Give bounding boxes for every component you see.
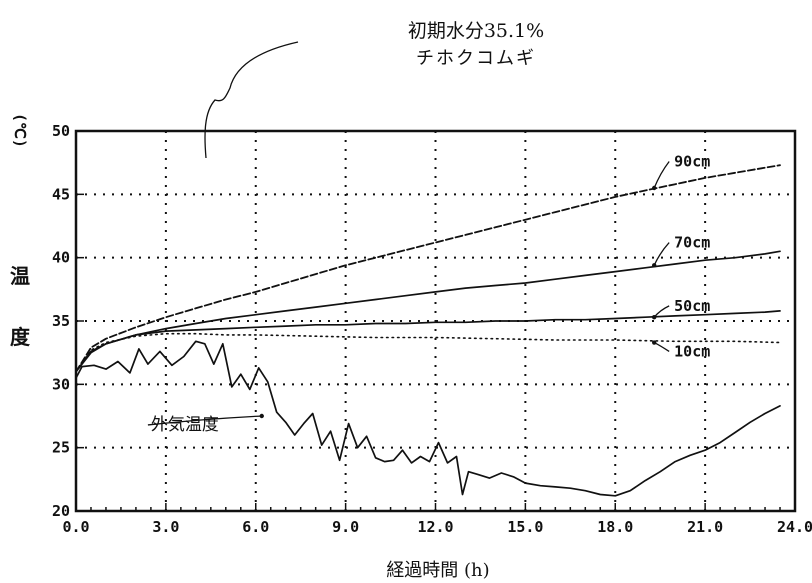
y-tick-label: 30 bbox=[52, 375, 70, 393]
y-tick-label: 25 bbox=[52, 439, 70, 457]
series-label: 外気温度 bbox=[151, 415, 219, 435]
x-tick-label: 21.0 bbox=[687, 518, 723, 536]
y-tick-label: 35 bbox=[52, 312, 70, 330]
annotation-line2: チホクコムギ bbox=[416, 48, 536, 69]
x-axis-label: 経過時間 (h) bbox=[386, 560, 489, 581]
series-labels: 90cm 70cm 50cm 10cm 外気温度 bbox=[147, 152, 710, 435]
x-tick-label: 18.0 bbox=[597, 518, 633, 536]
x-tick-label: 9.0 bbox=[332, 518, 359, 536]
series-line-0 bbox=[75, 164, 781, 373]
y-axis-label-char: 度 bbox=[10, 325, 31, 349]
series-line-2 bbox=[75, 310, 781, 373]
series-label-leader bbox=[147, 415, 262, 426]
series-label-leader bbox=[653, 341, 670, 353]
x-tick-label: 12.0 bbox=[417, 518, 453, 536]
x-tick-label: 6.0 bbox=[242, 518, 269, 536]
series-label-leader bbox=[653, 242, 670, 266]
annotation-line1: 初期水分35.1% bbox=[408, 20, 544, 42]
series-line-1 bbox=[75, 250, 781, 373]
series-label-arrowhead bbox=[651, 315, 657, 320]
series-label-arrowhead bbox=[651, 185, 657, 191]
series-label: 50cm bbox=[674, 297, 710, 315]
series-label: 70cm bbox=[674, 234, 710, 252]
y-axis-label-char: 温 bbox=[10, 264, 30, 288]
y-tick-label: 20 bbox=[52, 502, 70, 520]
axis-ticks: 0.0 3.0 6.0 9.0 12.0 15.0 18.0 21.0 24.0 20 25 30 35… bbox=[52, 122, 812, 536]
series-label-arrowhead bbox=[651, 263, 657, 268]
y-axis-unit: (℃) bbox=[11, 113, 29, 148]
series-label-arrowhead bbox=[259, 413, 264, 419]
series-line-3 bbox=[75, 332, 781, 373]
series-line-4 bbox=[75, 340, 781, 497]
series-label: 90cm bbox=[674, 152, 710, 170]
y-tick-label: 50 bbox=[52, 122, 70, 140]
annotation-leader bbox=[204, 41, 299, 159]
x-tick-label: 0.0 bbox=[62, 518, 89, 536]
grid-lines bbox=[76, 131, 795, 511]
series-label: 10cm bbox=[674, 342, 710, 360]
y-tick-label: 40 bbox=[52, 249, 70, 267]
x-tick-label: 24.0 bbox=[777, 518, 812, 536]
series-label-leader bbox=[653, 161, 670, 189]
series-lines bbox=[75, 164, 781, 497]
x-tick-label: 15.0 bbox=[507, 518, 543, 536]
y-tick-label: 45 bbox=[52, 185, 70, 203]
x-tick-label: 3.0 bbox=[152, 518, 179, 536]
series-label-arrowhead bbox=[651, 340, 657, 345]
